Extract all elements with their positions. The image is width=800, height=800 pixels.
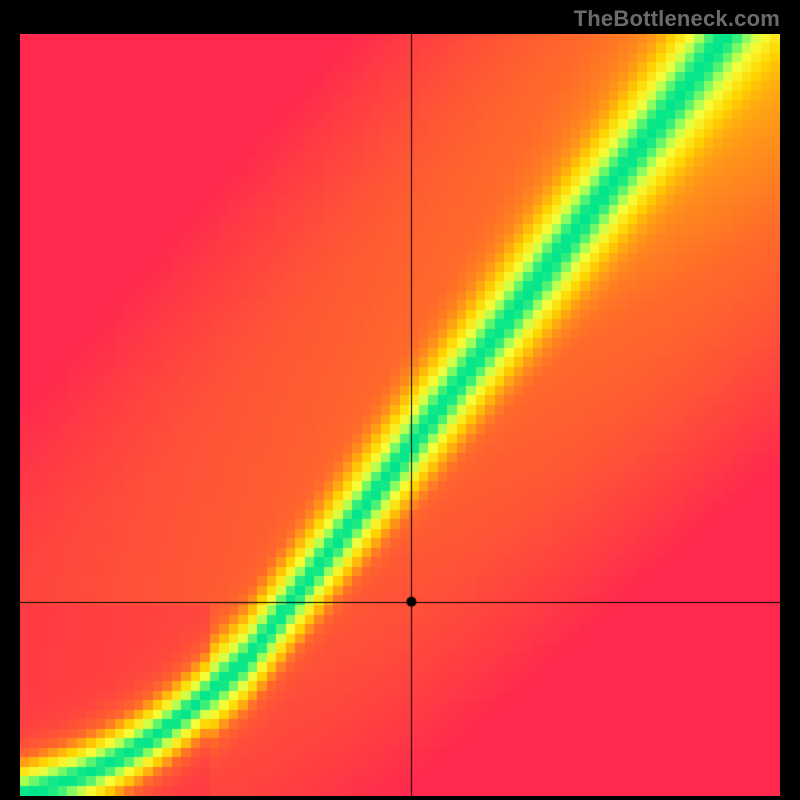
chart-container: TheBottleneck.com: [0, 0, 800, 800]
bottleneck-heatmap: [20, 34, 780, 796]
watermark-text: TheBottleneck.com: [574, 6, 780, 32]
